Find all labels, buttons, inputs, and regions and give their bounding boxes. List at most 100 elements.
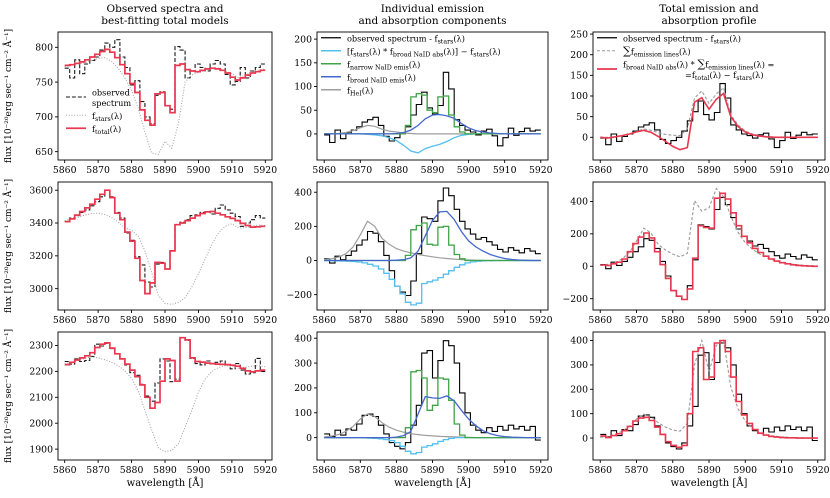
- svg-text:200: 200: [570, 229, 588, 240]
- series-broad-naid-absorption: [324, 436, 541, 455]
- svg-text:5900: 5900: [733, 465, 757, 476]
- svg-text:3400: 3400: [29, 218, 53, 229]
- svg-text:5920: 5920: [529, 465, 553, 476]
- svg-text:5890: 5890: [421, 315, 445, 326]
- svg-text:3200: 3200: [29, 251, 53, 262]
- series-observed-minus-stars: [600, 82, 818, 148]
- svg-text:5880: 5880: [120, 465, 144, 476]
- svg-text:5890: 5890: [153, 465, 177, 476]
- svg-text:5880: 5880: [120, 165, 144, 176]
- svg-text:5860: 5860: [312, 315, 336, 326]
- svg-text:3600: 3600: [29, 185, 53, 196]
- legend-label: ftotal(λ): [92, 124, 121, 136]
- svg-text:5870: 5870: [625, 465, 649, 476]
- x-axis-label: wavelength [Å]: [126, 477, 204, 489]
- legend-label: =ftotal(λ) − fstars(λ): [685, 70, 764, 82]
- title-line: Individual emission: [380, 3, 485, 15]
- series-total-emission-absorption-profile: [600, 192, 818, 301]
- svg-text:200: 200: [570, 384, 588, 395]
- svg-text:5870: 5870: [348, 315, 372, 326]
- svg-text:5870: 5870: [86, 315, 110, 326]
- series-broad-naid-emission: [324, 394, 541, 438]
- spectrum-plot-r0c2: 5860 5870 5880 5890 5900 5910 5920 0 50 100 150 200…: [570, 29, 829, 176]
- svg-text:250: 250: [570, 29, 588, 40]
- title-line: Total emission and: [659, 3, 759, 15]
- svg-text:5890: 5890: [697, 165, 721, 176]
- svg-text:5890: 5890: [421, 165, 445, 176]
- y-axis-label: flux [10⁻²⁰erg sec⁻¹ cm⁻² Å⁻¹]: [2, 329, 14, 463]
- legend-label: fHeI(λ): [347, 85, 373, 97]
- svg-text:5870: 5870: [86, 165, 110, 176]
- svg-text:5900: 5900: [457, 165, 481, 176]
- svg-text:100: 100: [294, 81, 312, 92]
- svg-text:5910: 5910: [220, 465, 244, 476]
- svg-text:5870: 5870: [348, 465, 372, 476]
- svg-text:5880: 5880: [661, 315, 685, 326]
- spectrum-panel-r2c2: 5860 5870 5880 5890 5900 5910 5920 0 100 200 300 40…: [553, 328, 830, 478]
- svg-text:5910: 5910: [493, 315, 517, 326]
- legend-label: fstars(λ): [92, 111, 122, 123]
- series-observed-minus-stars: [600, 342, 818, 450]
- series-observed-minus-stars: [324, 339, 541, 450]
- svg-text:800: 800: [35, 42, 53, 53]
- column-title-components: Individual emission and absorption compo…: [277, 3, 553, 28]
- svg-text:5920: 5920: [253, 465, 277, 476]
- svg-text:700: 700: [35, 112, 53, 123]
- svg-text:200: 200: [570, 50, 588, 61]
- svg-text:5900: 5900: [187, 465, 211, 476]
- x-axis-label: wavelength [Å]: [670, 477, 748, 489]
- svg-text:400: 400: [570, 335, 588, 346]
- svg-text:2300: 2300: [29, 340, 53, 351]
- svg-text:5910: 5910: [770, 315, 794, 326]
- svg-text:5900: 5900: [457, 315, 481, 326]
- legend-label: observed: [92, 87, 130, 97]
- spectrum-panel-r0c0: 5860 5870 5880 5890 5900 5910 5920 650 700 750 800…: [0, 28, 277, 178]
- series-broad-naid-emission: [324, 113, 541, 135]
- svg-text:5880: 5880: [661, 465, 685, 476]
- svg-text:−200: −200: [286, 290, 312, 301]
- svg-text:5860: 5860: [53, 165, 77, 176]
- series-total-emission-absorption-profile: [600, 91, 818, 151]
- series-f-hei: [324, 220, 541, 261]
- spectrum-panel-r1c0: 5860 5870 5880 5890 5900 5910 5920 3000 3200 3400…: [0, 178, 277, 328]
- svg-text:5910: 5910: [220, 165, 244, 176]
- x-axis-labels: wavelength [Å] wavelength [Å] wavelength…: [0, 478, 830, 489]
- svg-text:5870: 5870: [348, 165, 372, 176]
- svg-text:150: 150: [570, 70, 588, 81]
- svg-text:5880: 5880: [385, 315, 409, 326]
- legend-label: fnarrow NaID emis(λ): [347, 59, 420, 71]
- svg-text:5890: 5890: [697, 315, 721, 326]
- svg-text:5860: 5860: [53, 465, 77, 476]
- svg-text:200: 200: [294, 221, 312, 232]
- svg-text:400: 400: [570, 196, 588, 207]
- svg-text:5920: 5920: [253, 315, 277, 326]
- spectrum-panel-r0c1: 5860 5870 5880 5890 5900 5910 5920 0 50 100 150 200…: [277, 28, 553, 178]
- svg-text:50: 50: [300, 105, 312, 116]
- svg-text:5920: 5920: [253, 165, 277, 176]
- svg-text:5900: 5900: [187, 315, 211, 326]
- svg-text:5880: 5880: [120, 315, 144, 326]
- svg-text:5900: 5900: [733, 165, 757, 176]
- svg-text:5890: 5890: [153, 165, 177, 176]
- svg-text:5880: 5880: [385, 465, 409, 476]
- series-total-emission-absorption-profile: [600, 339, 818, 448]
- svg-text:100: 100: [570, 409, 588, 420]
- svg-text:5860: 5860: [312, 165, 336, 176]
- title-line: Observed spectra and: [106, 3, 224, 15]
- svg-text:5920: 5920: [529, 315, 553, 326]
- svg-text:150: 150: [294, 58, 312, 69]
- svg-text:5910: 5910: [770, 465, 794, 476]
- svg-text:100: 100: [294, 408, 312, 419]
- spectrum-plot-r2c1: 5860 5870 5880 5890 5900 5910 5920 0 100 200 300 40…: [294, 331, 553, 476]
- svg-text:5880: 5880: [385, 165, 409, 176]
- series-sum-emission-lines: [600, 86, 818, 138]
- column-title-total-profile: Total emission and absorption profile: [553, 3, 830, 28]
- svg-text:400: 400: [294, 333, 312, 344]
- svg-text:200: 200: [294, 34, 312, 45]
- svg-text:0: 0: [306, 433, 312, 444]
- title-line: and absorption components: [358, 15, 507, 28]
- svg-text:5920: 5920: [529, 165, 553, 176]
- svg-text:0: 0: [582, 261, 588, 272]
- svg-text:5900: 5900: [457, 465, 481, 476]
